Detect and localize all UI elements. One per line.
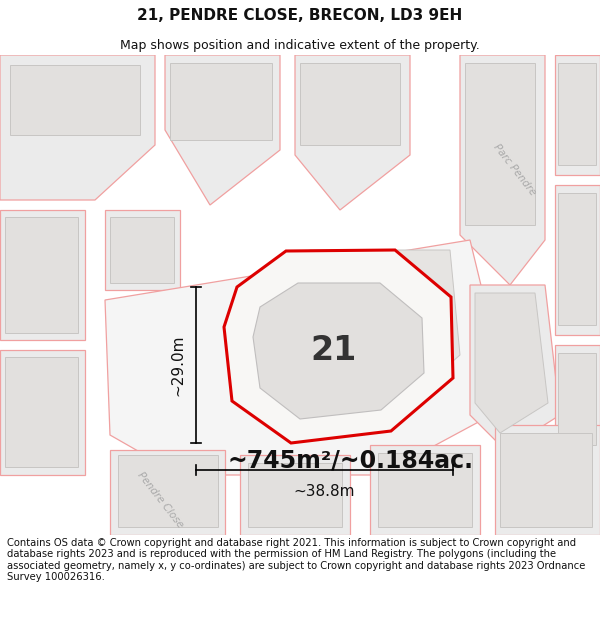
Polygon shape xyxy=(105,210,180,290)
Text: Contains OS data © Crown copyright and database right 2021. This information is : Contains OS data © Crown copyright and d… xyxy=(7,538,586,582)
Polygon shape xyxy=(558,353,596,445)
Polygon shape xyxy=(105,240,510,475)
Polygon shape xyxy=(555,345,600,455)
Polygon shape xyxy=(555,55,600,175)
Polygon shape xyxy=(495,425,600,535)
Polygon shape xyxy=(475,293,548,433)
Text: 21, PENDRE CLOSE, BRECON, LD3 9EH: 21, PENDRE CLOSE, BRECON, LD3 9EH xyxy=(137,8,463,23)
Text: 21: 21 xyxy=(311,334,357,367)
Text: Map shows position and indicative extent of the property.: Map shows position and indicative extent… xyxy=(120,39,480,51)
Polygon shape xyxy=(300,63,400,145)
Polygon shape xyxy=(558,193,596,325)
Polygon shape xyxy=(165,55,280,205)
Polygon shape xyxy=(240,250,460,425)
Polygon shape xyxy=(224,250,453,443)
Polygon shape xyxy=(240,455,350,535)
Polygon shape xyxy=(5,357,78,467)
Polygon shape xyxy=(470,285,560,450)
Polygon shape xyxy=(0,350,85,475)
Polygon shape xyxy=(0,55,600,535)
Polygon shape xyxy=(378,453,472,527)
Polygon shape xyxy=(253,283,424,419)
Polygon shape xyxy=(465,63,535,225)
Text: Pendre Close: Pendre Close xyxy=(135,470,185,530)
Polygon shape xyxy=(5,217,78,333)
Text: ~745m²/~0.184ac.: ~745m²/~0.184ac. xyxy=(228,449,474,472)
Polygon shape xyxy=(110,450,225,535)
Polygon shape xyxy=(558,63,596,165)
Polygon shape xyxy=(110,217,174,283)
Polygon shape xyxy=(500,433,592,527)
Polygon shape xyxy=(170,63,272,140)
Text: ~38.8m: ~38.8m xyxy=(294,484,355,499)
Polygon shape xyxy=(370,445,480,535)
Text: Parc Pendre: Parc Pendre xyxy=(492,142,538,198)
Polygon shape xyxy=(460,55,545,285)
Polygon shape xyxy=(118,455,218,527)
Text: ~29.0m: ~29.0m xyxy=(170,334,185,396)
Polygon shape xyxy=(555,185,600,335)
Polygon shape xyxy=(295,55,410,210)
Polygon shape xyxy=(248,463,342,527)
Polygon shape xyxy=(0,210,85,340)
Polygon shape xyxy=(0,55,155,200)
Polygon shape xyxy=(10,65,140,135)
